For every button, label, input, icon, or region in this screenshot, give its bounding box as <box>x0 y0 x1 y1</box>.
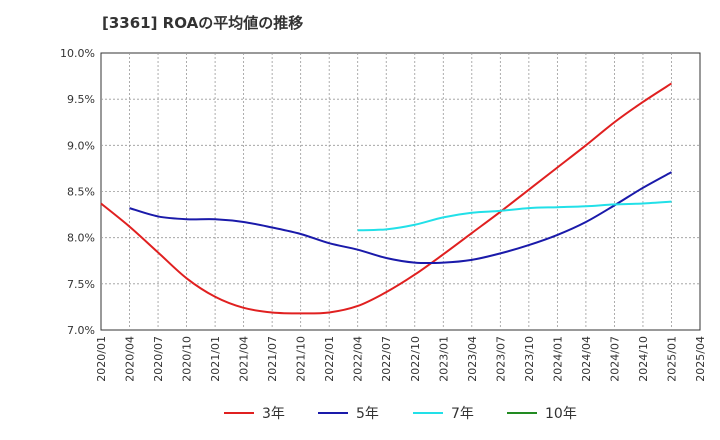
y-tick-label: 8.0% <box>67 232 95 245</box>
legend: 3年 5年 7年 10年 <box>224 406 577 422</box>
x-tick-label: 2025/01 <box>665 336 678 382</box>
x-tick-label: 2022/07 <box>380 336 393 382</box>
x-tick-label: 2025/04 <box>694 336 707 382</box>
x-tick-label: 2021/10 <box>295 336 308 382</box>
y-tick-label: 7.0% <box>67 324 95 337</box>
series-line-5年 <box>129 171 672 265</box>
legend-label: 5年 <box>356 406 379 422</box>
y-tick-label: 9.0% <box>67 139 95 152</box>
series-lines <box>100 82 673 315</box>
x-tick-label: 2022/01 <box>323 336 336 382</box>
x-tick-label: 2024/01 <box>551 336 564 382</box>
chart-title: [3361] ROAの平均値の推移 <box>102 14 304 32</box>
x-tick-label: 2021/04 <box>238 336 251 382</box>
x-tick-label: 2023/01 <box>437 336 450 382</box>
x-tick-label: 2024/04 <box>580 336 593 382</box>
x-tick-label: 2022/04 <box>352 336 365 382</box>
legend-label: 3年 <box>262 406 285 422</box>
x-tick-label: 2023/07 <box>494 336 507 382</box>
x-tick-label: 2022/10 <box>409 336 422 382</box>
x-tick-label: 2020/04 <box>124 336 137 382</box>
legend-label: 10年 <box>545 406 577 422</box>
x-tick-label: 2020/10 <box>181 336 194 382</box>
x-tick-label: 2024/10 <box>637 336 650 382</box>
y-tick-label: 8.5% <box>67 186 95 199</box>
y-axis: 7.0% 7.5% 8.0% 8.5% 9.0% 9.5% 10.0% <box>60 47 95 337</box>
series-line-7年 <box>357 200 672 232</box>
x-tick-label: 2023/10 <box>523 336 536 382</box>
y-tick-label: 9.5% <box>67 93 95 106</box>
x-tick-label: 2021/07 <box>266 336 279 382</box>
x-tick-label: 2020/01 <box>95 336 108 382</box>
series-line-3年 <box>100 82 673 315</box>
y-tick-label: 7.5% <box>67 278 95 291</box>
x-tick-label: 2021/01 <box>209 336 222 382</box>
x-tick-label: 2020/07 <box>152 336 165 382</box>
x-axis: 2020/01 2020/04 2020/07 2020/10 2021/01 2021/… <box>95 336 707 382</box>
y-tick-label: 10.0% <box>60 47 95 60</box>
legend-label: 7年 <box>451 406 474 422</box>
x-tick-label: 2023/04 <box>466 336 479 382</box>
x-tick-label: 2024/07 <box>608 336 621 382</box>
